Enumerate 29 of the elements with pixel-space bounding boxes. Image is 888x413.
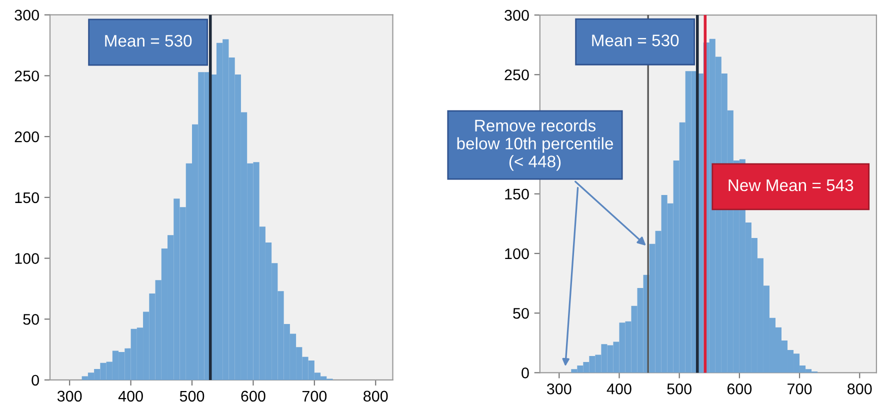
x-tick-label: 500 [180, 390, 204, 402]
y-tick-label: 200 [14, 131, 39, 142]
x-tick-label: 700 [788, 384, 812, 394]
x-tick-label: 600 [241, 390, 266, 402]
ref-line-label: Mean = 530 [592, 34, 679, 46]
y-tick-label: 50 [513, 308, 529, 319]
y-tick-label: 300 [14, 10, 39, 21]
ref-line-label: New Mean = 543 [728, 179, 854, 192]
y-tick-label: 0 [32, 374, 39, 386]
y-tick-label: 100 [505, 248, 529, 260]
y-tick-label: 100 [15, 253, 39, 264]
y-tick-label: 250 [504, 70, 529, 80]
ref-line-label: Mean = 530 [105, 34, 192, 47]
y-tick-label: 0 [522, 368, 529, 378]
y-tick-label: 150 [505, 188, 529, 200]
y-tick-label: 150 [15, 192, 39, 204]
y-tick-label: 50 [23, 314, 39, 325]
x-tick-label: 800 [848, 384, 872, 394]
x-tick-label: 700 [302, 390, 327, 402]
annotation: Remove records below 10th percentile (< 448) [457, 119, 614, 171]
x-tick-label: 500 [667, 384, 692, 394]
y-tick-label: 250 [14, 70, 39, 82]
x-tick-label: 400 [118, 390, 143, 402]
x-tick-label: 300 [57, 390, 82, 402]
x-tick-label: 800 [364, 390, 388, 402]
x-tick-label: 600 [727, 384, 752, 394]
y-tick-label: 300 [504, 10, 529, 21]
x-tick-label: 400 [606, 384, 632, 394]
x-tick-label: 300 [546, 384, 572, 394]
